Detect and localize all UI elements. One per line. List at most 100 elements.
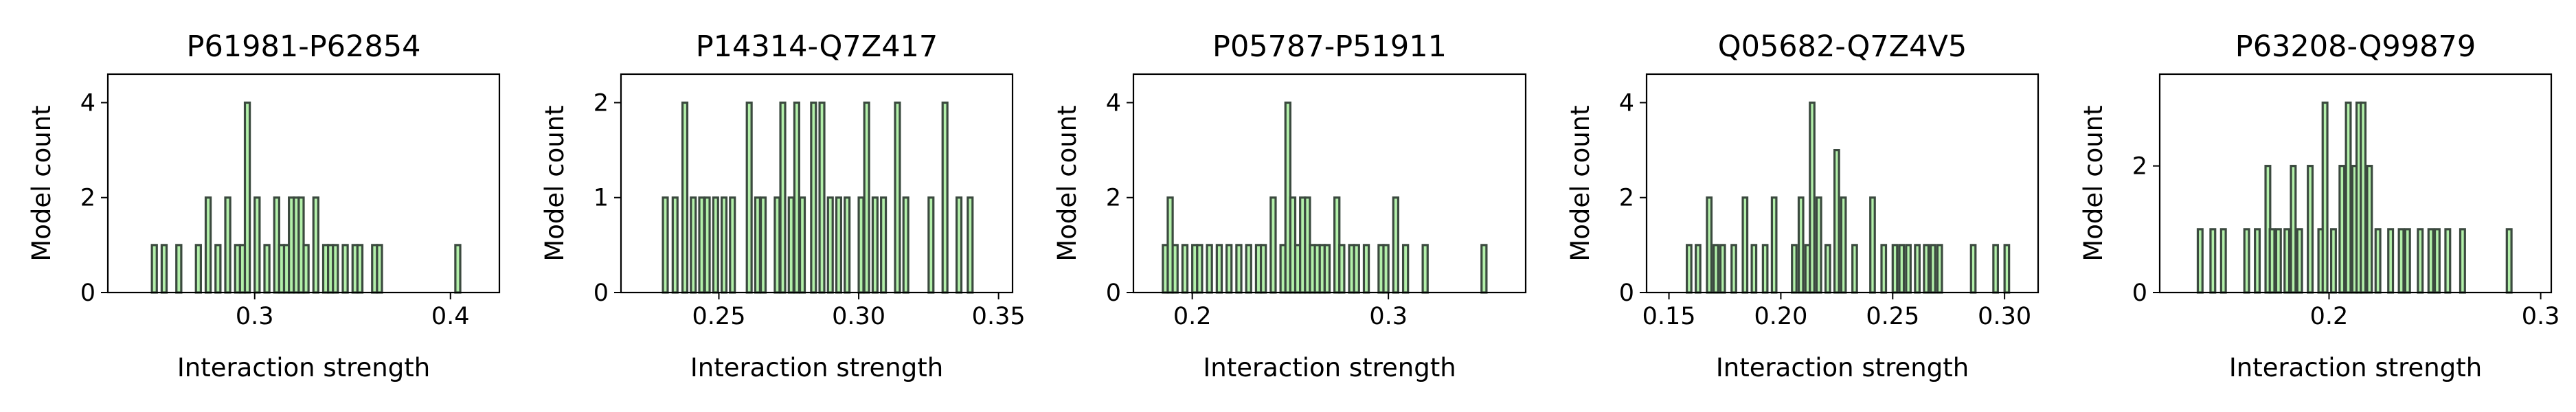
histogram-bar [1713, 244, 1719, 294]
chart-title: P61981-P62854 [187, 30, 421, 64]
histogram-panel: 0.15 0.20 0.25 0.30 0 2 4 Q05682-Q7Z4V5 Interact… [1566, 30, 2040, 382]
histogram-bar [332, 244, 339, 294]
histogram-bar [1992, 244, 1999, 294]
y-axis-label: Model count [2079, 105, 2108, 261]
histogram-bar [1809, 101, 1816, 294]
histogram-bar [194, 244, 202, 294]
histogram-bar [214, 244, 222, 294]
histogram-bar [2219, 228, 2227, 294]
y-tick-label: 0 [80, 279, 95, 307]
x-tick-label: 0.2 [1173, 303, 1212, 330]
histogram-bar [2003, 244, 2011, 294]
histogram-bar [1196, 244, 1204, 294]
plot-frame [620, 73, 1014, 294]
x-tick-label: 0.20 [1754, 303, 1807, 330]
histogram-bar [1245, 244, 1252, 294]
y-tick-label: 0 [1106, 279, 1121, 307]
x-tick-label: 0.2 [2310, 303, 2349, 330]
histogram-bar [1225, 244, 1233, 294]
histogram-bar [745, 101, 753, 294]
histogram-bar [818, 101, 826, 294]
x-axis-label: Interaction strength [1203, 353, 1456, 382]
histogram-bar [1323, 244, 1331, 294]
histogram-bar [690, 196, 697, 294]
histogram-bar [671, 196, 679, 294]
histogram-bar [263, 244, 271, 294]
chart-title: P05787-P51911 [1212, 30, 1447, 64]
histogram-bar [698, 196, 705, 294]
histogram-bar [1914, 244, 1921, 294]
histogram-bar [2307, 165, 2314, 294]
histogram-bar [2329, 228, 2337, 294]
histogram-bar [253, 196, 261, 294]
histogram-bar [967, 196, 974, 294]
histogram-bar [681, 101, 689, 294]
histogram-bar [2196, 228, 2204, 294]
histogram-bar [1840, 196, 1847, 294]
histogram-bar [454, 244, 462, 294]
histogram-bar [798, 196, 806, 294]
histogram-bar [2397, 228, 2405, 294]
histogram-bar [150, 244, 158, 294]
histogram-bar [1353, 244, 1360, 294]
histogram-panel: 0.25 0.30 0.35 0 1 2 P14314-Q7Z417 Interaction … [540, 30, 1026, 382]
histogram-bar [2321, 101, 2329, 294]
histogram-bar [1730, 244, 1737, 294]
histogram-bar [857, 196, 865, 294]
histogram-bar [1480, 244, 1488, 294]
histogram-bar [2404, 228, 2411, 294]
histogram-bar [224, 196, 231, 294]
histogram-bar [2366, 165, 2373, 294]
histogram-bar [2296, 228, 2303, 294]
y-axis-label: Model count [1566, 105, 1595, 261]
histogram-bar [1761, 244, 1769, 294]
histogram-bar [1797, 196, 1805, 294]
histogram-bar [2243, 228, 2250, 294]
histogram-bar [703, 196, 711, 294]
histogram-bar [1930, 244, 1936, 294]
histogram-bar [826, 196, 834, 294]
histogram-bar [754, 196, 761, 294]
y-tick-label: 2 [1106, 185, 1121, 212]
histogram-bar [1770, 196, 1778, 294]
histogram-bar [2274, 228, 2282, 294]
histogram-bar [759, 196, 767, 294]
histogram-bar [160, 244, 168, 294]
histogram-bar [1923, 244, 1930, 294]
x-tick-label: 0.35 [972, 303, 1026, 330]
y-tick-label: 0 [1619, 279, 1634, 307]
histogram-bar [1833, 149, 1840, 294]
histogram-bar [2417, 228, 2424, 294]
histogram-bar [302, 244, 310, 294]
x-tick-label: 0.30 [832, 303, 885, 330]
histogram-bar [1969, 244, 1977, 294]
y-tick-label: 2 [594, 89, 609, 117]
histogram-bar [2360, 101, 2367, 294]
y-tick-label: 2 [1619, 185, 1634, 212]
x-tick-label: 0.25 [692, 303, 746, 330]
histogram-bar [1791, 244, 1798, 294]
histogram-bar [1235, 244, 1243, 294]
histogram-bar [1750, 244, 1758, 294]
histogram-bar [1898, 244, 1906, 294]
histogram-bar [376, 244, 383, 294]
x-tick-label: 0.3 [236, 303, 274, 330]
histogram-bar [2254, 228, 2261, 294]
histogram-bar [175, 244, 183, 294]
histogram-bar [1171, 244, 1179, 294]
histogram-bar [835, 196, 843, 294]
histogram-panel: 0.2 0.3 0 2 4 P05787-P51911 Interaction streng… [1052, 30, 1527, 382]
histogram-bar [1905, 244, 1912, 294]
chart-title: P63208-Q99879 [2235, 30, 2476, 64]
histogram-bar [902, 196, 909, 294]
y-tick-label: 4 [1619, 89, 1634, 117]
histogram-bar [2345, 101, 2352, 294]
histogram-bar [1338, 244, 1346, 294]
histogram-bar [955, 196, 963, 294]
histogram-bar [863, 101, 870, 294]
y-tick-label: 4 [80, 89, 95, 117]
x-axis-label: Interaction strength [1716, 353, 1969, 382]
x-tick-label: 0.3 [2522, 303, 2560, 330]
histogram-bar [1362, 244, 1370, 294]
